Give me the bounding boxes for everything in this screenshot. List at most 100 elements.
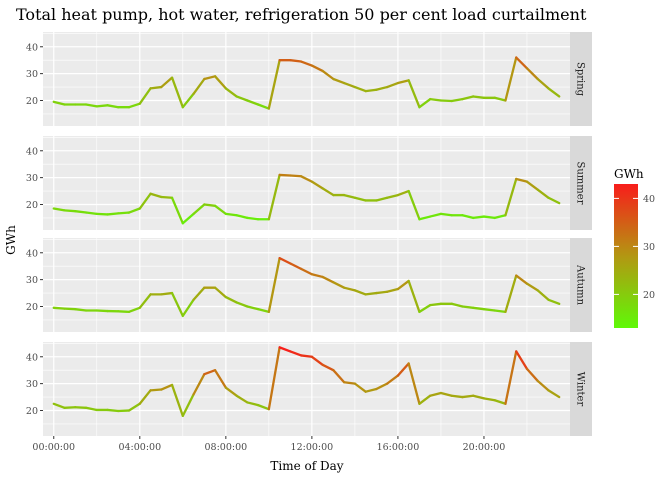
line-segment [364, 88, 378, 93]
line-segment [267, 346, 281, 411]
strip-label: Spring [575, 62, 586, 97]
series-line-autumn [52, 256, 561, 318]
line-segment [246, 216, 260, 221]
line-segment [429, 212, 443, 218]
y-tick-label: 20 [26, 302, 38, 313]
line-segment [95, 212, 109, 216]
line-segment [63, 209, 77, 213]
line-segment [106, 408, 120, 413]
y-axis-title: GWh [4, 225, 18, 255]
series-line-winter [52, 346, 561, 418]
line-segment [181, 393, 195, 418]
line-segment [493, 96, 507, 102]
x-tick-label: 12:00:00 [291, 442, 334, 453]
line-segment [386, 287, 400, 293]
line-segment [160, 383, 174, 391]
y-tick-label: 40 [26, 146, 38, 157]
line-segment [235, 301, 249, 308]
line-segment [396, 279, 410, 291]
line-segment [192, 286, 206, 301]
line-segment [472, 394, 486, 400]
line-segment [289, 59, 303, 63]
y-tick-label: 30 [26, 275, 38, 286]
strip-label: Autumn [575, 264, 586, 306]
line-segment [160, 291, 174, 296]
facet-panels: 20 30 40 Spring 20 30 40 Summer 20 30 40 Autumn 20 30… [26, 32, 592, 436]
line-segment [342, 81, 357, 89]
x-tick-label: 04:00:00 [118, 442, 161, 453]
line-segment [418, 303, 432, 314]
line-segment [52, 306, 66, 310]
line-segment [504, 274, 518, 314]
series-line-summer [52, 173, 561, 225]
line-segment [52, 402, 66, 409]
line-segment [203, 369, 217, 376]
strip-label: Summer [575, 162, 586, 205]
line-segment [461, 394, 475, 399]
line-segment [149, 192, 163, 199]
line-segment [353, 196, 367, 202]
line-segment [160, 76, 174, 89]
line-segment [235, 95, 249, 102]
panel-winter: 20 30 40 Winter [26, 342, 592, 436]
line-segment [386, 193, 400, 199]
line-segment [407, 279, 421, 314]
line-segment [429, 302, 443, 307]
line-segment [256, 103, 271, 110]
line-segment [203, 75, 217, 81]
line-segment [52, 207, 66, 212]
line-segment [213, 286, 227, 299]
legend-colorbar [614, 184, 638, 328]
panel-summer: 20 30 40 Summer [26, 136, 592, 230]
line-segment [342, 193, 357, 199]
x-tick-label: 20:00:00 [463, 442, 506, 453]
line-segment [396, 362, 410, 377]
line-segment [439, 391, 453, 397]
line-segment [396, 79, 410, 85]
line-segment [310, 180, 324, 190]
line-segment [332, 369, 346, 384]
line-segment [504, 56, 518, 102]
line-segment [375, 196, 389, 202]
line-segment [117, 211, 131, 215]
line-segment [547, 87, 561, 98]
line-segment [117, 409, 131, 413]
line-segment [536, 379, 550, 392]
line-segment [224, 212, 238, 217]
line-segment [364, 291, 378, 296]
line-segment [278, 346, 292, 353]
panel-background [43, 136, 570, 230]
line-segment [472, 215, 486, 220]
line-segment [493, 399, 507, 405]
line-segment [127, 402, 141, 412]
line-segment [504, 350, 518, 405]
line-segment [213, 369, 227, 389]
line-segment [321, 275, 335, 284]
line-segment [74, 308, 88, 312]
line-segment [224, 295, 238, 304]
series-line-spring [52, 56, 561, 110]
line-segment [407, 79, 421, 109]
line-segment [439, 212, 453, 217]
legend-label: 20 [643, 290, 655, 301]
line-segment [515, 350, 529, 371]
line-segment [342, 286, 357, 292]
x-tick-label: 16:00:00 [377, 442, 420, 453]
line-segment [160, 195, 174, 199]
line-segment [235, 214, 249, 220]
line-segment [299, 60, 314, 67]
line-segment [321, 363, 335, 372]
line-segment [418, 97, 432, 109]
line-segment [472, 95, 486, 99]
y-tick-label: 30 [26, 69, 38, 80]
line-segment [504, 177, 518, 217]
line-segment [117, 310, 131, 314]
line-segment [289, 350, 303, 357]
line-segment [353, 289, 367, 296]
line-segment [536, 188, 550, 199]
line-segment [299, 267, 314, 276]
line-segment [310, 355, 324, 366]
line-segment [364, 387, 378, 393]
line-segment [418, 215, 432, 221]
